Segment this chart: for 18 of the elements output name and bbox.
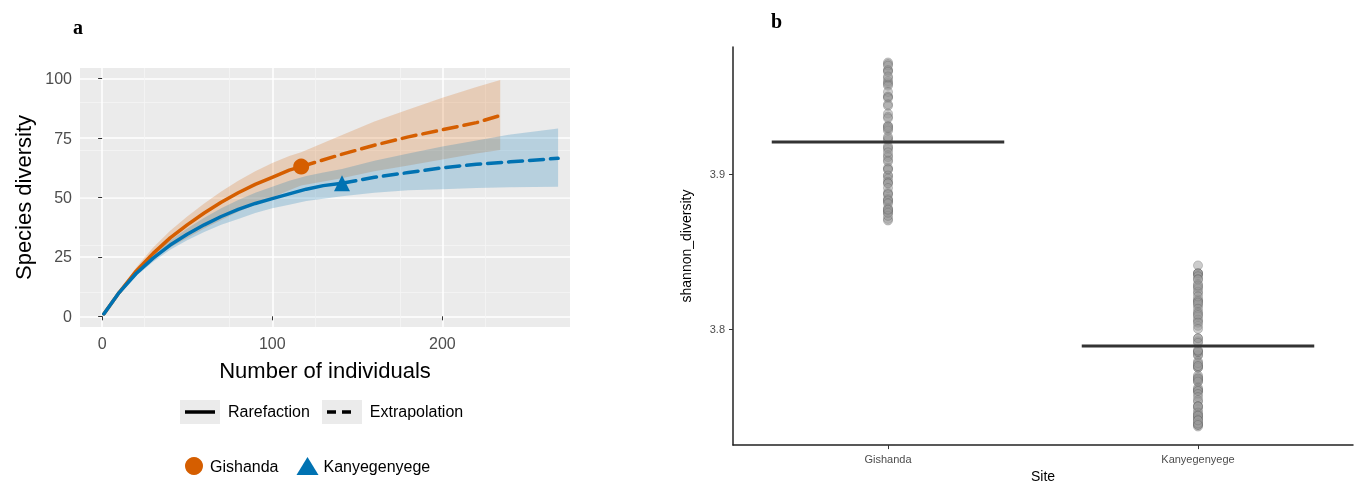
text: Extrapolation [369,403,464,421]
chart-title: a [73,16,83,38]
y-tick-label: 50 [54,189,73,206]
x-tick-label: 0 [97,334,107,352]
y-tick-label: 3.8 [709,322,725,335]
y-tick-label: 75 [54,129,73,147]
chart-title: b [771,10,783,32]
y-axis-title: Species diversity [10,114,36,281]
x-axis-title: Site [1030,468,1056,484]
y-tick-label: 0 [63,307,73,325]
x-tick-label: 100 [258,334,286,352]
text: Rarefaction [228,403,310,421]
y-tick-label: 25 [54,248,73,266]
x-tick-label: 200 [429,334,456,352]
x-axis-title: Number of individuals [219,357,431,383]
y-axis-title: shannon_diversity [678,189,694,303]
y-tick-label: 100 [45,70,73,88]
y-tick-label: 3.9 [709,168,725,181]
